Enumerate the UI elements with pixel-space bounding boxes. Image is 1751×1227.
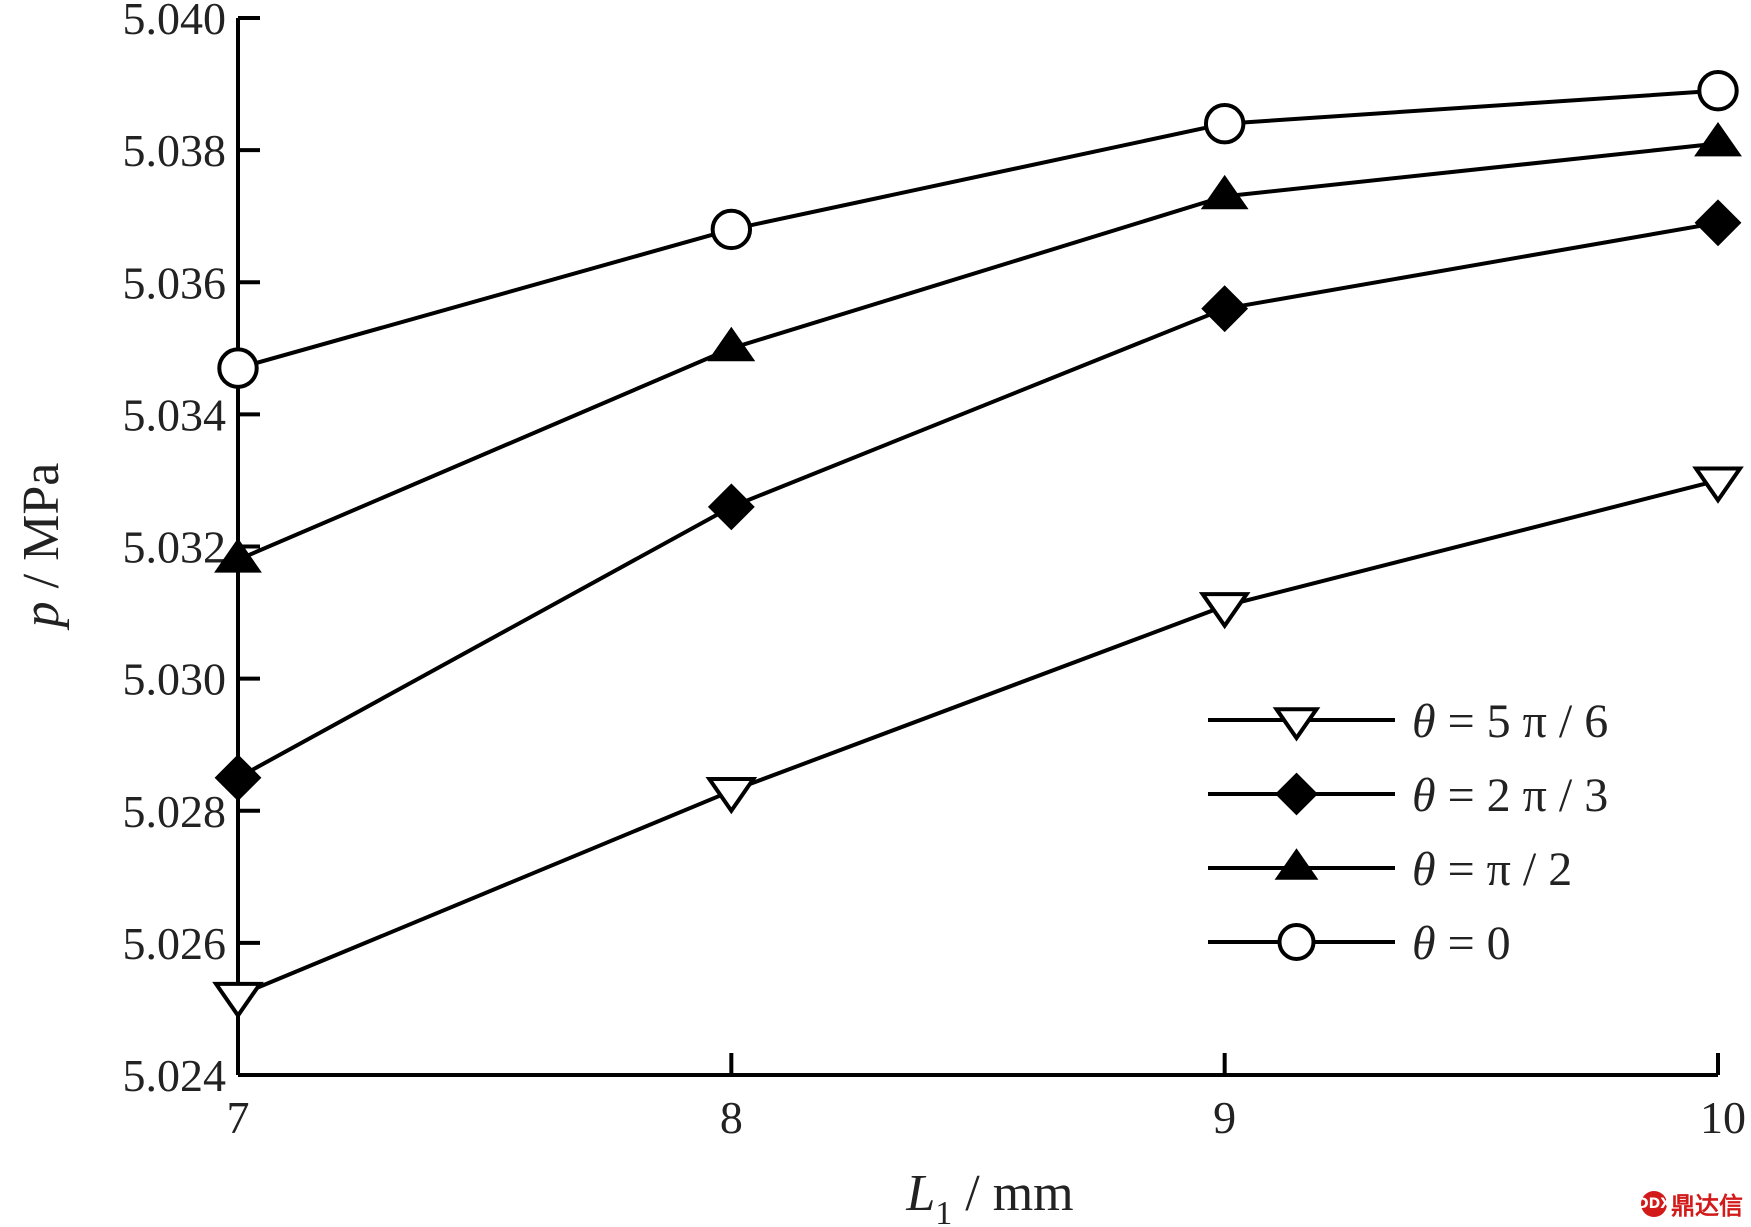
legend-greek: θ xyxy=(1412,843,1436,896)
data-point xyxy=(214,538,262,573)
x-tick-label: 9 xyxy=(1213,1092,1236,1143)
data-point xyxy=(705,777,758,815)
data-point xyxy=(707,483,755,531)
axis-titles: L1 / mm p / MPa xyxy=(13,463,1074,1227)
y-tick-label: 5.028 xyxy=(123,786,227,837)
data-point xyxy=(1694,199,1742,247)
legend-greek: θ xyxy=(1412,917,1436,970)
series-line xyxy=(237,88,1719,371)
legend-label: θ = π / 2 xyxy=(1412,843,1572,896)
y-tick-label: 5.024 xyxy=(123,1050,227,1101)
legend-expr: = 5 π / 6 xyxy=(1436,695,1609,748)
legend-entry-0: θ = 5 π / 6 xyxy=(1208,695,1608,748)
legend-label: θ = 2 π / 3 xyxy=(1412,769,1608,822)
legend-greek: θ xyxy=(1412,769,1436,822)
legend-expr: = π / 2 xyxy=(1436,843,1573,896)
watermark-logo-icon: DDX xyxy=(1637,1190,1671,1217)
legend-expr: = 2 π / 3 xyxy=(1436,769,1609,822)
legend-entry-3: θ = 0 xyxy=(1208,917,1511,970)
y-tick-label: 5.038 xyxy=(123,125,227,176)
x-tick-label: 8 xyxy=(720,1092,743,1143)
data-point xyxy=(1694,121,1742,157)
legend-label: θ = 0 xyxy=(1412,917,1511,970)
x-axis-unit: / mm xyxy=(952,1165,1073,1222)
series-2 xyxy=(214,121,1742,573)
y-axis-var: p xyxy=(13,601,70,631)
tick-labels: 5.024 5.026 5.028 5.030 5.032 5.034 5.036 5.038… xyxy=(123,0,1747,1143)
y-tick-label: 5.026 xyxy=(123,918,227,969)
series-1 xyxy=(214,199,1742,802)
legend-expr: = 0 xyxy=(1436,917,1511,970)
legend: θ = 5 π / 6θ = 2 π / 3θ = π / 2θ = 0 xyxy=(1208,695,1608,970)
watermark: DDX 鼎达信 xyxy=(1637,1186,1743,1221)
data-point xyxy=(212,981,264,1020)
y-axis-unit: / MPa xyxy=(13,463,70,602)
x-tick-label: 7 xyxy=(227,1092,250,1143)
y-tick-label: 5.030 xyxy=(123,654,227,705)
data-point xyxy=(1198,592,1251,630)
y-tick-label: 5.036 xyxy=(123,257,227,308)
data-point xyxy=(1692,466,1744,504)
data-point xyxy=(707,326,756,362)
x-axis-var: L xyxy=(905,1165,935,1222)
legend-entry-1: θ = 2 π / 3 xyxy=(1208,769,1608,822)
series-line xyxy=(237,220,1719,780)
data-point xyxy=(1274,848,1319,880)
watermark-text: 鼎达信 xyxy=(1671,1192,1743,1220)
x-axis-subscript: 1 xyxy=(935,1195,952,1227)
y-tick-label: 5.032 xyxy=(123,522,227,573)
data-point xyxy=(1277,923,1316,961)
y-tick-label: 5.034 xyxy=(123,389,227,440)
data-point xyxy=(1203,103,1246,145)
data-point xyxy=(1200,174,1249,210)
legend-entry-2: θ = π / 2 xyxy=(1208,843,1572,896)
series-line xyxy=(237,141,1719,562)
x-tick-label: 10 xyxy=(1700,1092,1746,1143)
data-point xyxy=(710,208,753,251)
x-axis-title: L1 / mm xyxy=(905,1165,1073,1227)
data-point xyxy=(217,347,259,389)
series-group xyxy=(212,69,1744,1020)
legend-greek: θ xyxy=(1412,695,1436,748)
series-0 xyxy=(212,466,1744,1020)
data-point xyxy=(1272,707,1321,742)
data-point xyxy=(214,754,262,802)
y-tick-label: 5.040 xyxy=(123,0,227,44)
series-line xyxy=(237,478,1719,998)
data-point xyxy=(1697,69,1739,112)
data-point xyxy=(1201,285,1249,333)
legend-label: θ = 5 π / 6 xyxy=(1412,695,1608,748)
series-3 xyxy=(217,69,1739,389)
y-axis-title: p / MPa xyxy=(13,463,70,632)
data-point xyxy=(1275,772,1318,816)
